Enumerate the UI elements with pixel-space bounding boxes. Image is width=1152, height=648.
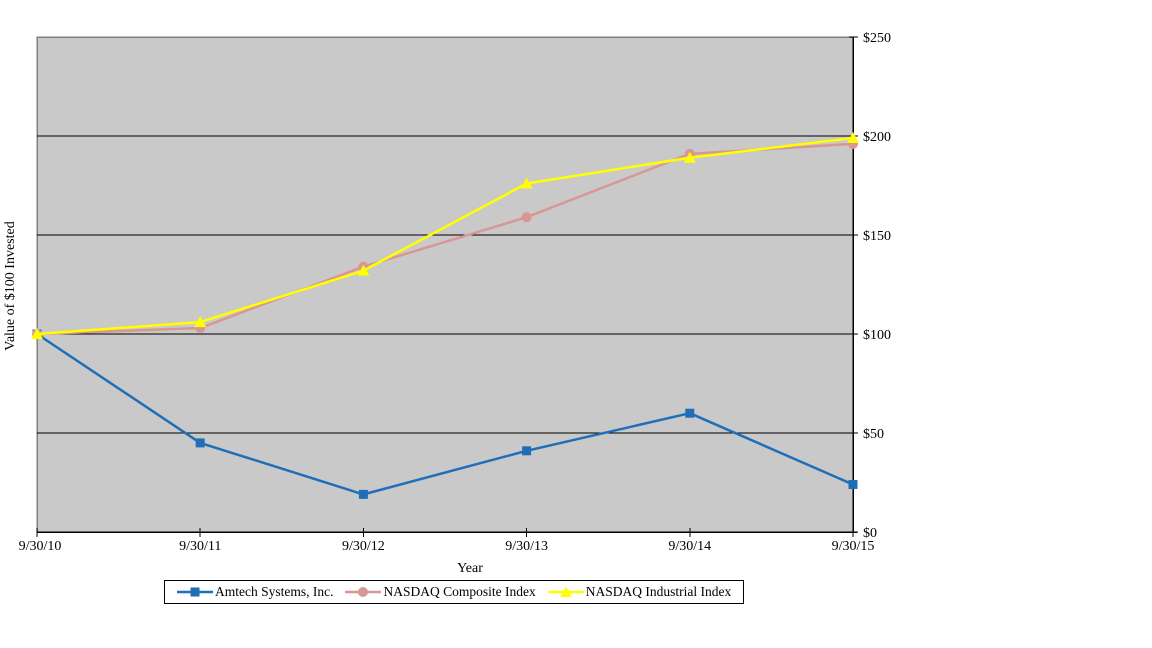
legend-label: NASDAQ Composite Index bbox=[383, 584, 536, 599]
series-marker bbox=[358, 489, 368, 499]
x-tick-label: 9/30/12 bbox=[342, 539, 385, 554]
y-tick-label: $250 bbox=[863, 31, 891, 46]
x-tick-label: 9/30/14 bbox=[668, 539, 711, 554]
series-marker bbox=[522, 446, 532, 456]
y-tick-label: $200 bbox=[863, 130, 891, 145]
series-marker bbox=[195, 438, 205, 448]
series-marker bbox=[31, 328, 43, 339]
x-tick-label: 9/30/15 bbox=[832, 539, 875, 554]
series-marker bbox=[194, 316, 207, 328]
y-tick-label: $100 bbox=[863, 328, 891, 343]
y-tick-label: $150 bbox=[863, 229, 891, 244]
x-tick-label: 9/30/11 bbox=[179, 539, 221, 554]
y-tick-label: $50 bbox=[863, 427, 884, 442]
circle-marker-icon bbox=[345, 587, 382, 597]
legend: Amtech Systems, Inc. NASDAQ Composite In… bbox=[164, 580, 745, 604]
plot-background bbox=[36, 36, 854, 533]
series-marker bbox=[847, 131, 859, 143]
y-axis-title: Value of $100 Invested bbox=[3, 221, 18, 351]
series-marker bbox=[683, 151, 696, 163]
series-marker bbox=[357, 264, 370, 276]
legend-item-amtech: Amtech Systems, Inc. bbox=[177, 584, 333, 600]
x-tick-label: 9/30/10 bbox=[19, 539, 62, 554]
series-marker bbox=[848, 479, 858, 489]
triangle-marker-icon bbox=[547, 586, 584, 597]
legend-item-nasdaq-industrial: NASDAQ Industrial Index bbox=[547, 584, 732, 600]
series-marker bbox=[685, 408, 695, 418]
series-marker bbox=[521, 212, 532, 223]
legend-item-nasdaq-composite: NASDAQ Composite Index bbox=[345, 584, 536, 600]
square-marker-icon bbox=[177, 587, 213, 597]
series-line-2 bbox=[36, 136, 854, 336]
y-tick-label: $0 bbox=[863, 526, 877, 541]
x-tick-label: 9/30/13 bbox=[505, 539, 548, 554]
series-line-0 bbox=[36, 332, 854, 496]
legend-label: Amtech Systems, Inc. bbox=[215, 584, 334, 599]
x-axis-title: Year bbox=[457, 561, 483, 576]
series-marker bbox=[520, 177, 533, 189]
legend-label: NASDAQ Industrial Index bbox=[585, 584, 732, 599]
series-line-1 bbox=[36, 142, 854, 336]
